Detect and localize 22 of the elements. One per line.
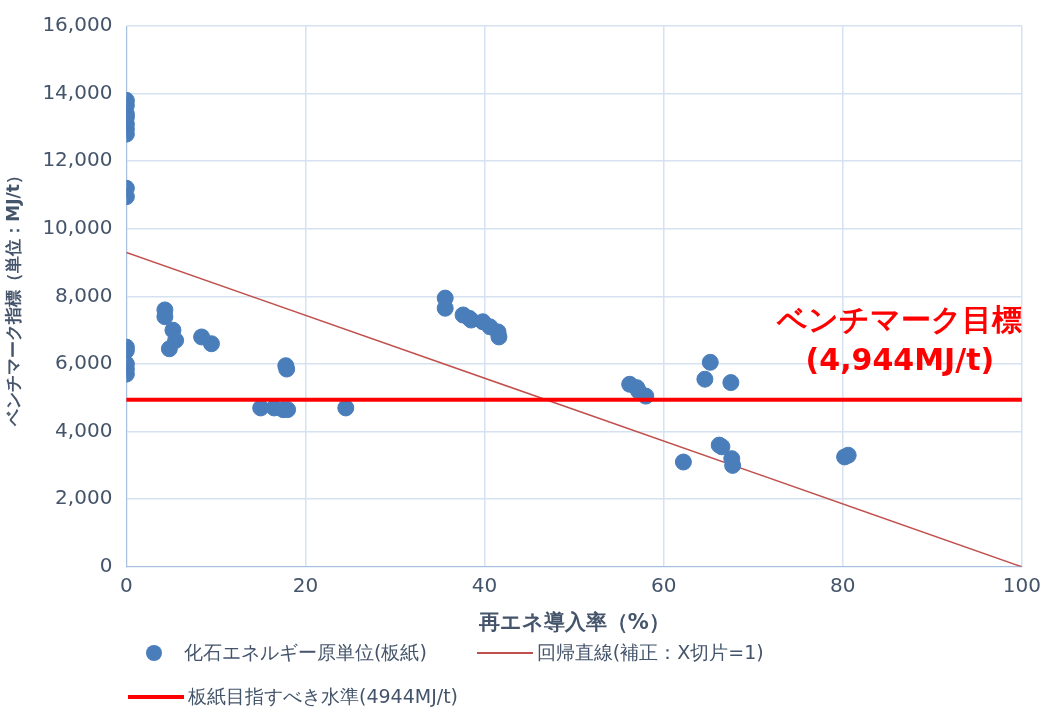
x-tick-label: 100 xyxy=(1002,573,1042,597)
x-tick-label: 40 xyxy=(471,573,498,597)
x-tick-label: 0 xyxy=(120,573,133,597)
x-tick-label: 60 xyxy=(650,573,677,597)
y-tick-label: 2,000 xyxy=(55,485,113,510)
y-tick-label: 8,000 xyxy=(55,282,113,307)
legend-label: 板紙目指すべき水準(4944MJ/t) xyxy=(188,684,459,709)
y-tick-label: 16,000 xyxy=(42,12,113,37)
annotation: (4,944MJ/t) xyxy=(805,341,995,377)
legend-label: 回帰直線(補正：X切片=1) xyxy=(536,640,764,665)
y-tick-label: 0 xyxy=(99,553,113,577)
legend-label: 化石エネルギー原単位(板紙) xyxy=(184,640,427,665)
y-tick-label: 4,000 xyxy=(55,417,113,442)
y-tick-label: 6,000 xyxy=(55,350,113,375)
x-axis-title: 再エネ導入率（%） xyxy=(477,609,670,634)
y-tick-label: 10,000 xyxy=(42,215,113,239)
y-axis-title: ベンチマーク指標（単位：MJ/t） xyxy=(2,167,23,427)
y-tick-label: 14,000 xyxy=(42,79,113,104)
x-tick-label: 80 xyxy=(830,573,856,597)
y-tick-label: 12,000 xyxy=(42,147,113,172)
x-tick-label: 20 xyxy=(292,573,319,597)
annotation: ベンチマーク目標 xyxy=(776,301,1023,337)
